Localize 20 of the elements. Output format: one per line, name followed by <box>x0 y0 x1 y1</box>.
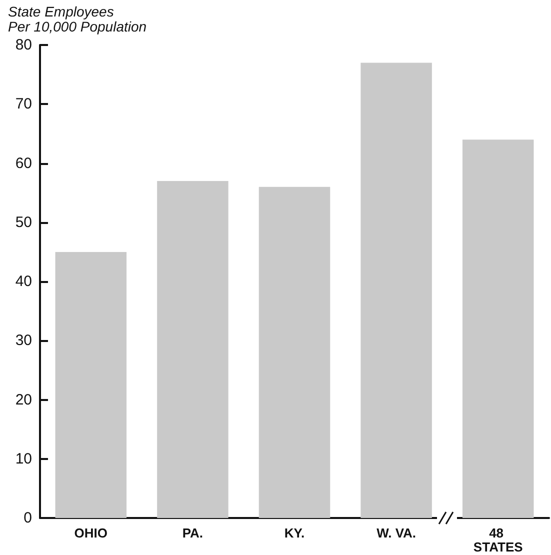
y-tick-label: 60 <box>15 154 32 172</box>
y-tick-label: 20 <box>15 391 32 408</box>
y-tick-label: 0 <box>24 510 32 526</box>
y-tick-label: 10 <box>15 450 32 468</box>
y-tick-label: 30 <box>15 332 32 350</box>
x-tick-label: KY. <box>284 526 305 540</box>
y-tick-label: 80 <box>15 36 32 54</box>
bar <box>360 62 432 518</box>
bar <box>55 252 127 518</box>
y-tick-label: 40 <box>15 273 32 290</box>
x-tick-label: PA. <box>182 526 204 540</box>
bar <box>258 186 330 518</box>
bar <box>462 140 534 518</box>
y-axis-title: State Employees Per 10,000 Population <box>8 4 147 34</box>
y-tick-label: 70 <box>15 96 32 113</box>
x-tick-label: W. VA. <box>376 526 416 540</box>
bar <box>157 180 228 518</box>
x-tick-label: OHIO <box>74 526 108 540</box>
y-tick-label: 50 <box>15 214 32 231</box>
x-tick-label: 48 STATES <box>473 526 524 554</box>
